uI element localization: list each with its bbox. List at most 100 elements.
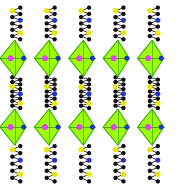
Circle shape: [148, 16, 151, 19]
Circle shape: [18, 92, 22, 96]
Circle shape: [45, 148, 49, 152]
Circle shape: [156, 12, 159, 15]
Circle shape: [53, 97, 56, 100]
Circle shape: [19, 88, 22, 91]
Circle shape: [156, 88, 159, 91]
Circle shape: [18, 31, 22, 35]
Circle shape: [114, 95, 117, 98]
Circle shape: [122, 83, 125, 86]
Circle shape: [148, 104, 151, 107]
Circle shape: [114, 16, 117, 19]
Polygon shape: [138, 109, 164, 145]
Circle shape: [53, 166, 56, 169]
Circle shape: [148, 9, 152, 13]
Circle shape: [148, 176, 151, 179]
Circle shape: [156, 31, 160, 35]
Circle shape: [113, 148, 117, 152]
Circle shape: [114, 22, 117, 25]
Circle shape: [56, 125, 60, 129]
Circle shape: [148, 85, 152, 89]
Circle shape: [45, 155, 48, 158]
Circle shape: [53, 145, 56, 148]
Circle shape: [45, 104, 48, 107]
Circle shape: [122, 78, 125, 81]
Circle shape: [11, 100, 14, 102]
Circle shape: [11, 81, 14, 84]
Circle shape: [19, 97, 22, 100]
Circle shape: [156, 158, 160, 162]
Circle shape: [125, 57, 129, 60]
Polygon shape: [69, 40, 95, 76]
Circle shape: [10, 148, 14, 152]
Circle shape: [156, 172, 160, 176]
Circle shape: [45, 90, 48, 93]
Circle shape: [53, 88, 56, 91]
Circle shape: [122, 152, 125, 155]
Circle shape: [113, 85, 117, 89]
Circle shape: [88, 107, 90, 109]
Circle shape: [87, 31, 91, 35]
Circle shape: [148, 35, 151, 38]
Circle shape: [148, 22, 151, 25]
Circle shape: [45, 169, 48, 172]
Circle shape: [11, 28, 14, 31]
Circle shape: [156, 101, 160, 105]
Circle shape: [53, 25, 56, 28]
Circle shape: [114, 76, 117, 79]
Circle shape: [11, 162, 14, 165]
Circle shape: [45, 22, 48, 25]
Circle shape: [114, 176, 117, 179]
Polygon shape: [34, 109, 60, 145]
Circle shape: [114, 35, 117, 38]
Circle shape: [45, 95, 48, 98]
Circle shape: [8, 56, 13, 61]
Circle shape: [10, 9, 14, 13]
Circle shape: [122, 145, 125, 148]
Circle shape: [11, 155, 14, 158]
Circle shape: [10, 85, 14, 89]
Circle shape: [19, 83, 22, 86]
Circle shape: [22, 57, 25, 60]
Circle shape: [88, 88, 90, 91]
Polygon shape: [0, 40, 26, 76]
Circle shape: [11, 90, 14, 93]
Circle shape: [43, 56, 47, 61]
Circle shape: [53, 12, 56, 15]
Circle shape: [156, 152, 159, 155]
Circle shape: [19, 166, 22, 169]
Circle shape: [80, 81, 83, 84]
Circle shape: [121, 101, 125, 105]
Circle shape: [114, 28, 117, 31]
Circle shape: [80, 28, 83, 31]
Circle shape: [148, 162, 151, 165]
Circle shape: [148, 90, 151, 93]
Circle shape: [156, 6, 159, 9]
Circle shape: [80, 90, 83, 93]
Circle shape: [156, 107, 159, 109]
Circle shape: [80, 22, 83, 25]
Circle shape: [11, 16, 14, 19]
Circle shape: [53, 6, 56, 9]
Circle shape: [53, 92, 56, 96]
Circle shape: [19, 38, 22, 41]
Circle shape: [53, 19, 56, 22]
Circle shape: [45, 81, 48, 84]
Circle shape: [122, 12, 125, 15]
Circle shape: [148, 28, 151, 31]
Circle shape: [53, 107, 56, 109]
Polygon shape: [138, 40, 164, 76]
Circle shape: [88, 97, 90, 100]
Circle shape: [87, 101, 91, 105]
Polygon shape: [69, 109, 95, 145]
Circle shape: [18, 158, 22, 162]
Circle shape: [53, 83, 56, 86]
Circle shape: [19, 78, 22, 81]
Circle shape: [114, 100, 117, 102]
Circle shape: [79, 85, 83, 89]
Circle shape: [87, 92, 91, 96]
Circle shape: [122, 19, 125, 22]
Circle shape: [45, 35, 48, 38]
Circle shape: [79, 148, 83, 152]
Circle shape: [156, 78, 159, 81]
Circle shape: [148, 100, 151, 102]
